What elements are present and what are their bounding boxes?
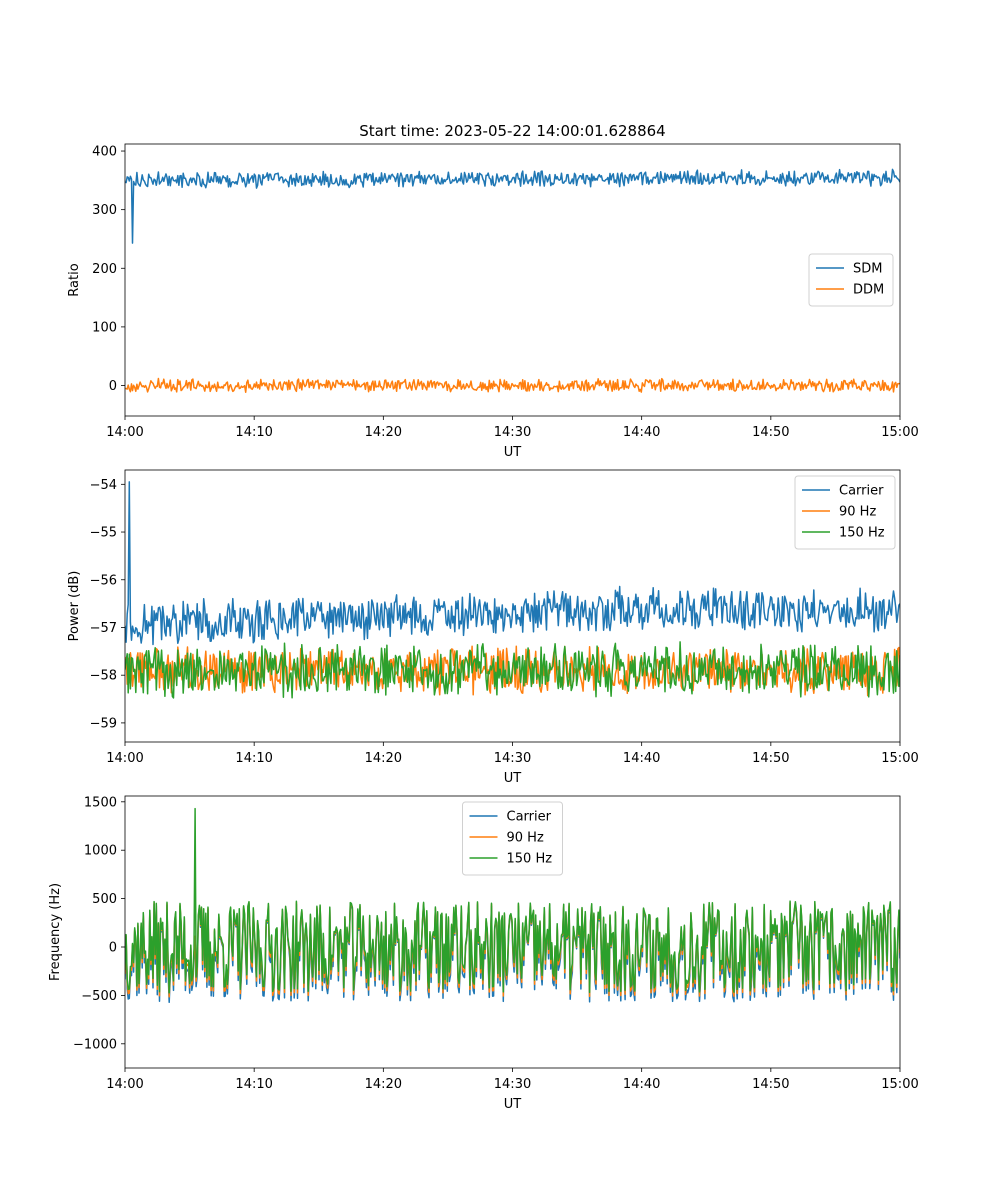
x-tick-label: 14:00 bbox=[106, 1077, 143, 1092]
y-axis-label: Ratio bbox=[67, 263, 82, 296]
y-tick-label: 100 bbox=[92, 320, 117, 335]
y-tick-label: 400 bbox=[92, 145, 117, 160]
subplot-3: 14:00 14:10 14:20 14:30 14:40 14:50 15:00 UT −10… bbox=[48, 795, 919, 1112]
x-tick-label: 14:40 bbox=[623, 1077, 660, 1092]
y-tick-label: −500 bbox=[81, 989, 117, 1004]
x-tick-label: 15:00 bbox=[881, 425, 918, 440]
legend-label: Carrier bbox=[507, 810, 552, 825]
x-tick-label: 15:00 bbox=[881, 751, 918, 766]
y-tick-label: 0 bbox=[109, 379, 117, 394]
x-tick-label: 14:00 bbox=[106, 751, 143, 766]
series-line-ddm bbox=[125, 377, 900, 393]
x-tick-label: 14:20 bbox=[365, 1077, 402, 1092]
x-tick-label: 14:30 bbox=[494, 425, 531, 440]
y-tick-label: −58 bbox=[90, 669, 117, 684]
x-tick-label: 14:50 bbox=[752, 751, 789, 766]
series-line-150-hz bbox=[125, 641, 900, 699]
x-axis-label: UT bbox=[504, 771, 522, 786]
series-line-carrier bbox=[125, 481, 900, 646]
y-tick-label: 1500 bbox=[84, 795, 117, 810]
legend: Carrier 90 Hz 150 Hz bbox=[794, 475, 896, 550]
x-tick-label: 14:10 bbox=[235, 1077, 272, 1092]
y-tick-label: 500 bbox=[92, 892, 117, 907]
subplot-1: 14:00 14:10 14:20 14:30 14:40 14:50 15:00 UT 0 10… bbox=[67, 143, 919, 460]
x-tick-label: 14:30 bbox=[494, 751, 531, 766]
legend: Carrier 90 Hz 150 Hz bbox=[462, 801, 563, 876]
legend-label: SDM bbox=[853, 262, 882, 277]
x-tick-label: 14:20 bbox=[365, 751, 402, 766]
y-tick-label: 0 bbox=[109, 941, 117, 956]
subplot-2: 14:00 14:10 14:20 14:30 14:40 14:50 15:00 UT −59… bbox=[67, 469, 919, 786]
legend-label: 150 Hz bbox=[507, 852, 553, 867]
x-tick-label: 14:50 bbox=[752, 425, 789, 440]
x-axis-label: UT bbox=[504, 445, 522, 460]
y-axis-label: Power (dB) bbox=[67, 571, 82, 642]
series-line-150-hz bbox=[125, 807, 900, 994]
x-tick-label: 14:40 bbox=[623, 425, 660, 440]
x-axis-label: UT bbox=[504, 1097, 522, 1112]
x-tick-label: 14:10 bbox=[235, 751, 272, 766]
legend-label: 90 Hz bbox=[507, 831, 544, 846]
series-line-sdm bbox=[125, 168, 900, 244]
x-tick-label: 14:30 bbox=[494, 1077, 531, 1092]
x-tick-label: 14:20 bbox=[365, 425, 402, 440]
legend-label: 90 Hz bbox=[839, 505, 876, 520]
y-axis-label: Frequency (Hz) bbox=[48, 883, 63, 981]
figure-title: Start time: 2023-05-22 14:00:01.628864 bbox=[359, 122, 665, 140]
y-tick-label: 300 bbox=[92, 203, 117, 218]
x-tick-label: 14:10 bbox=[235, 425, 272, 440]
y-tick-label: −55 bbox=[90, 526, 117, 541]
x-tick-label: 14:40 bbox=[623, 751, 660, 766]
x-tick-label: 15:00 bbox=[881, 1077, 918, 1092]
legend-label: 150 Hz bbox=[839, 526, 885, 541]
y-tick-label: 1000 bbox=[84, 844, 117, 859]
x-tick-label: 14:50 bbox=[752, 1077, 789, 1092]
legend: SDM DDM bbox=[808, 253, 894, 307]
y-tick-label: −56 bbox=[90, 573, 117, 588]
legend-label: DDM bbox=[853, 283, 884, 298]
legend-label: Carrier bbox=[839, 484, 884, 499]
y-tick-label: −54 bbox=[90, 478, 117, 493]
y-tick-label: 200 bbox=[92, 262, 117, 277]
x-tick-label: 14:00 bbox=[106, 425, 143, 440]
y-tick-label: −1000 bbox=[73, 1037, 117, 1052]
y-tick-label: −57 bbox=[90, 621, 117, 636]
y-tick-label: −59 bbox=[90, 716, 117, 731]
